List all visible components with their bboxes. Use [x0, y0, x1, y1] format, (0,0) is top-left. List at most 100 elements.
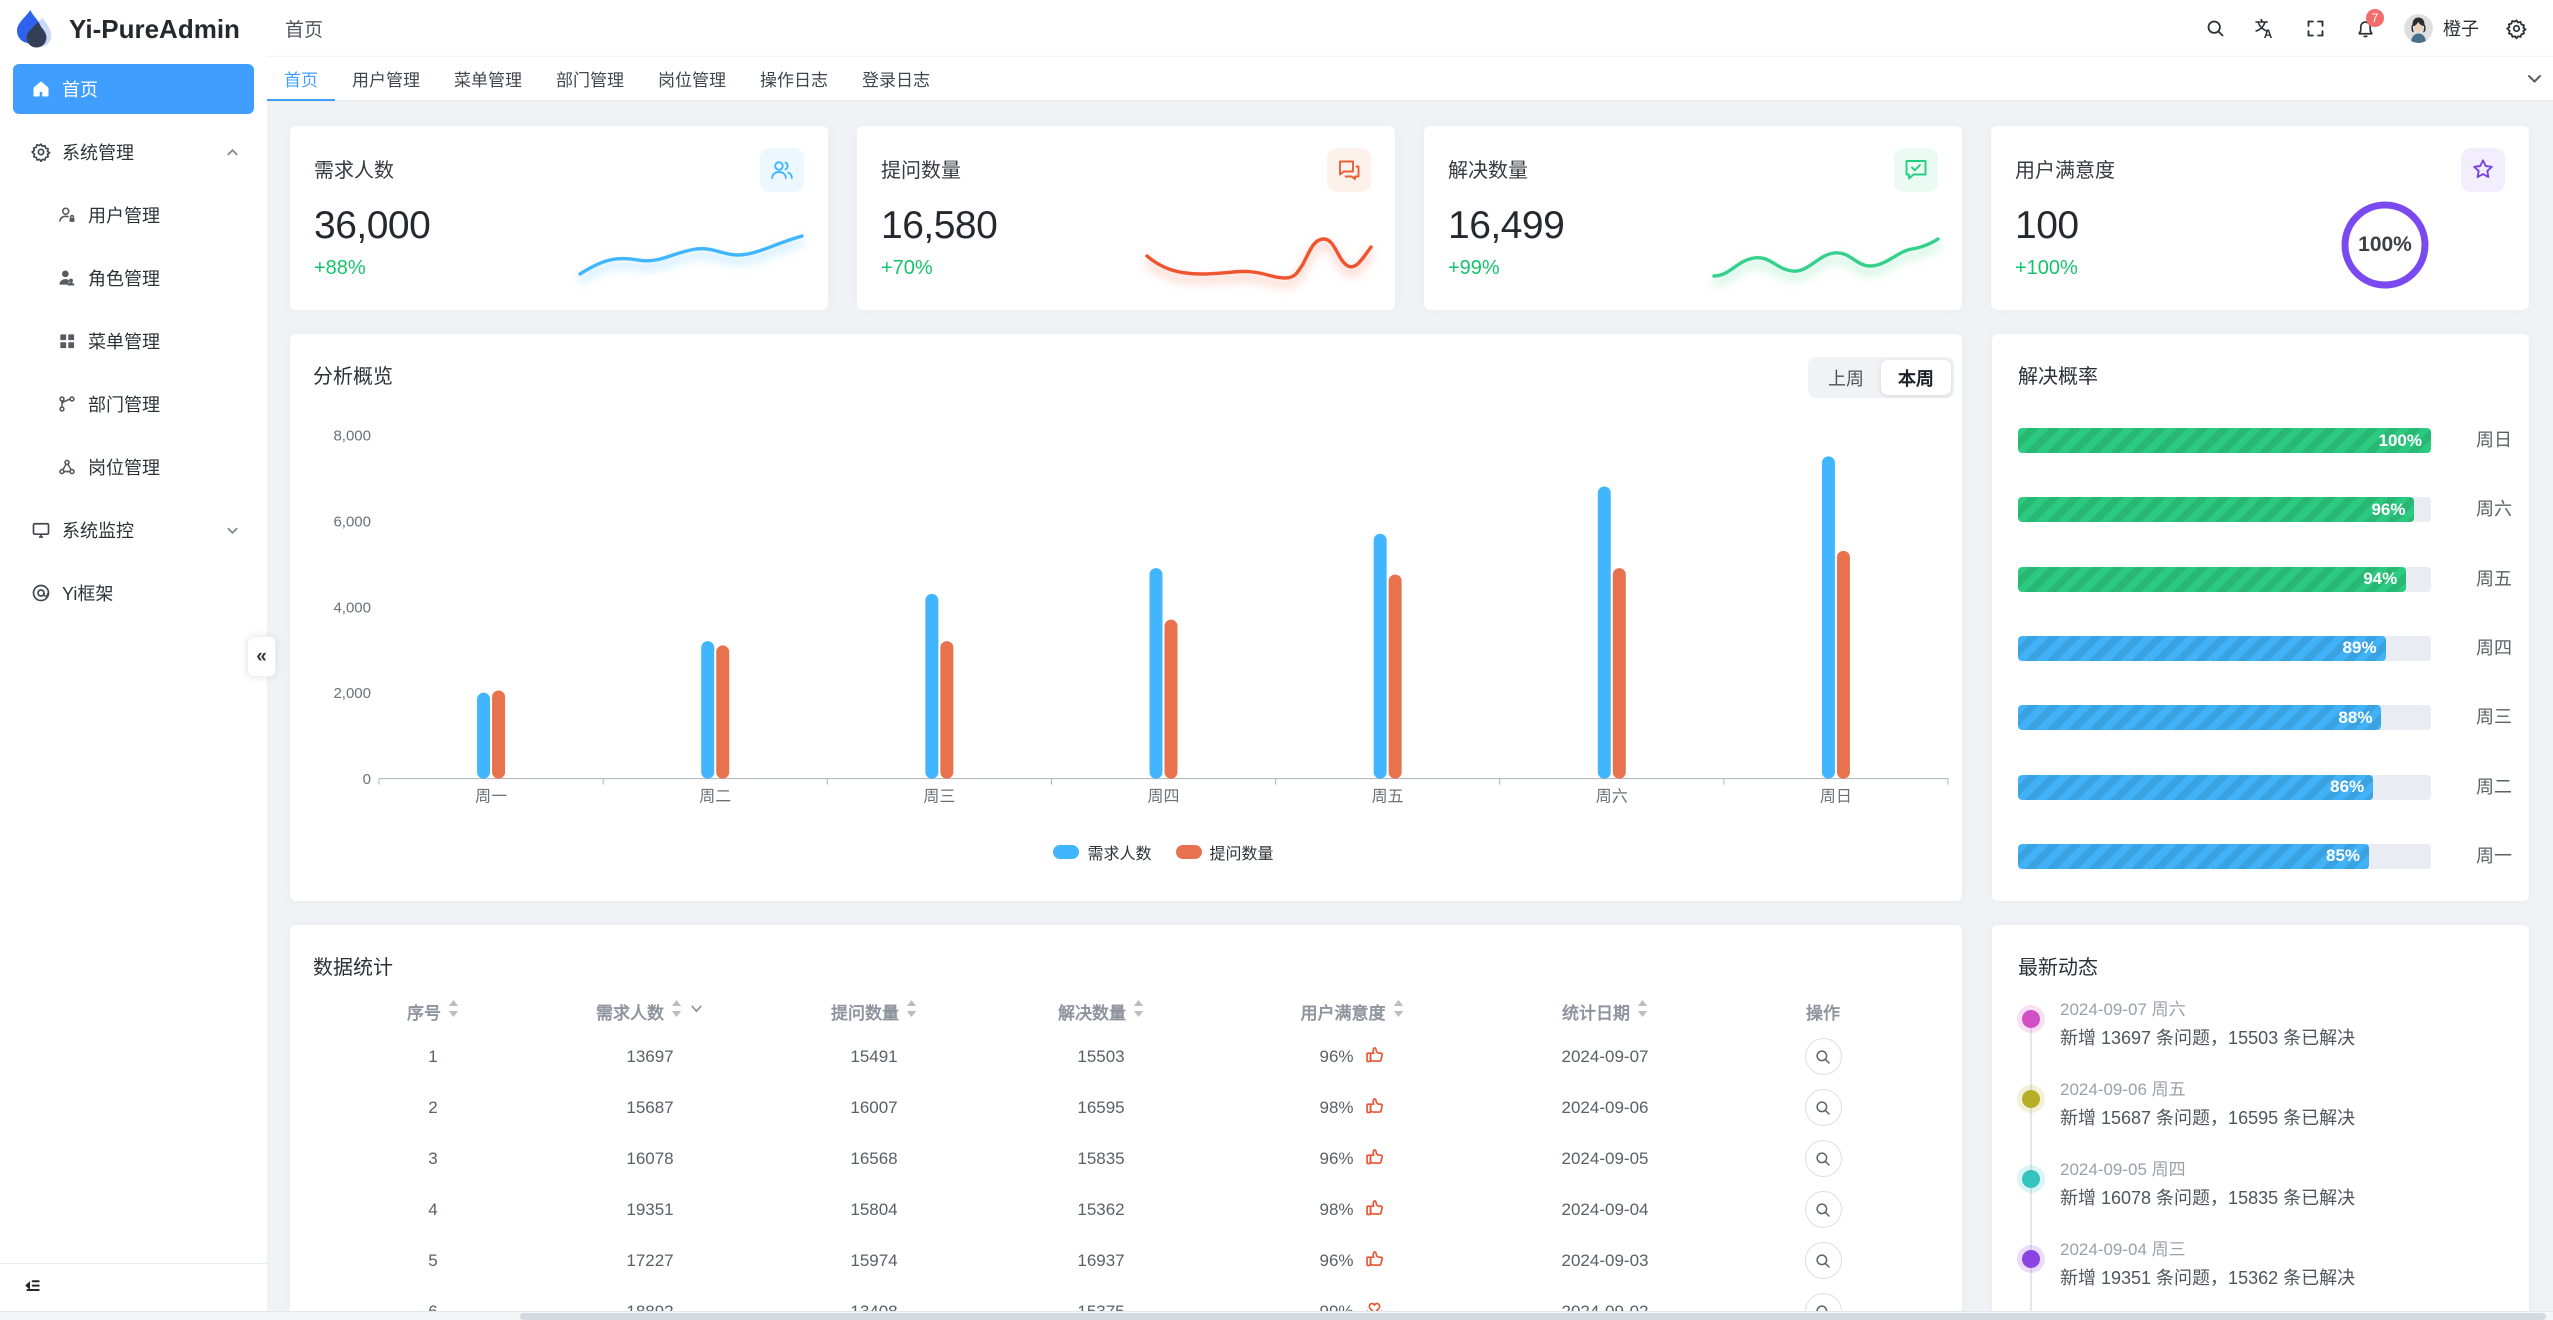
toggle-last-week[interactable]: 上周 — [1828, 368, 1864, 389]
timeline-title: 最新动态 — [2018, 957, 2098, 979]
svg-text:周六: 周六 — [1596, 788, 1628, 806]
sort-carets-icon[interactable] — [906, 1000, 917, 1022]
sort-carets-icon[interactable] — [1133, 1000, 1144, 1022]
at-icon — [31, 583, 51, 603]
cell-index: 2 — [428, 1097, 438, 1117]
legend-item[interactable]: 需求人数 — [1053, 840, 1152, 864]
role-icon — [57, 268, 77, 288]
progress-track: 94% — [2018, 566, 2431, 592]
table-header-序号[interactable]: 序号 — [290, 991, 576, 1031]
stat-card-delta: +99% — [1448, 257, 1500, 279]
filter-chevron-icon[interactable] — [689, 1001, 704, 1021]
chart-title: 分析概览 — [313, 366, 393, 388]
breadcrumb[interactable]: 首页 — [285, 19, 324, 41]
tab-菜单管理[interactable]: 菜单管理 — [454, 71, 522, 90]
view-row-button[interactable] — [1804, 1038, 1842, 1075]
tab-登录日志[interactable]: 登录日志 — [862, 71, 930, 90]
sidebar-item-home[interactable]: 首页 — [13, 64, 254, 114]
progress-fill: 85% — [2018, 843, 2370, 869]
toggle-this-week[interactable]: 本周 — [1881, 360, 1951, 395]
search-icon[interactable] — [2190, 5, 2240, 51]
view-row-button[interactable] — [1804, 1242, 1842, 1279]
timeline-date: 2024-09-04 周三 — [2060, 1240, 2186, 1259]
sidebar-item-label: 菜单管理 — [88, 332, 160, 352]
progress-track: 88% — [2018, 705, 2431, 731]
view-row-button[interactable] — [1804, 1089, 1842, 1126]
sparkline-orange — [1145, 237, 1373, 280]
cell-date: 2024-09-05 — [1561, 1148, 1649, 1168]
sidebar-item-system-monitor[interactable]: 系统监控 — [13, 505, 254, 555]
cell-action — [1684, 1031, 1962, 1082]
sidebar-item-system-manage[interactable]: 系统管理 — [13, 127, 254, 177]
progress-fill: 88% — [2018, 705, 2382, 731]
table-header-提问数量[interactable]: 提问数量 — [724, 991, 1024, 1031]
timeline-dot — [2017, 1165, 2045, 1193]
table-header-统计日期[interactable]: 统计日期 — [1526, 991, 1684, 1031]
sidebar-item-user-manage[interactable]: 用户管理 — [13, 190, 254, 240]
table-row: 4 19351 15804 15362 98% 2024-09-04 — [290, 1184, 1962, 1235]
tab-岗位管理[interactable]: 岗位管理 — [658, 71, 726, 90]
sort-carets-icon[interactable] — [1637, 1000, 1648, 1022]
fold-sidebar-icon[interactable] — [23, 1275, 44, 1301]
notification-bell-icon[interactable]: 7 — [2340, 5, 2390, 51]
cell-solved: 16595 — [1077, 1097, 1125, 1117]
progress-percent-label: 89% — [2342, 638, 2377, 658]
stat-card-title: 解决数量 — [1448, 160, 1528, 182]
scrollbar-thumb[interactable] — [520, 1313, 2546, 1320]
view-row-button[interactable] — [1804, 1191, 1842, 1228]
legend-swatch — [1053, 845, 1080, 859]
table-header-解决数量[interactable]: 解决数量 — [1024, 991, 1178, 1031]
chat-icon — [1327, 148, 1371, 192]
cell-index: 4 — [428, 1199, 438, 1219]
progress-day-label: 周六 — [2476, 499, 2512, 520]
svg-text:周日: 周日 — [1820, 789, 1852, 806]
data-stats-card: 数据统计 序号 需求人数 提问数量 解决数量 用户满意度 统计日期 操作 1 13697 154… — [290, 925, 1962, 1320]
latest-activity-card: 最新动态 2024-09-07 周六 新增 13697 条问题，15503 条已解… — [1992, 925, 2529, 1320]
sidebar-item-yi-framework[interactable]: Yi框架 — [13, 568, 254, 618]
sidebar-item-dept-manage[interactable]: 部门管理 — [13, 379, 254, 429]
table-row: 1 13697 15491 15503 96% 2024-09-07 — [290, 1031, 1962, 1082]
table-header-用户满意度[interactable]: 用户满意度 — [1178, 991, 1526, 1031]
thumbs-up-icon — [1364, 1248, 1385, 1274]
thumbs-up-icon — [1364, 1197, 1385, 1223]
tab-操作日志[interactable]: 操作日志 — [760, 71, 828, 90]
fullscreen-icon[interactable] — [2290, 5, 2340, 51]
cell-action — [1684, 1235, 1962, 1286]
settings-gear-icon[interactable] — [2491, 5, 2541, 51]
sidebar-item-post-manage[interactable]: 岗位管理 — [13, 442, 254, 492]
sidebar-item-label: Yi框架 — [62, 584, 114, 604]
legend-item[interactable]: 提问数量 — [1175, 840, 1274, 864]
legend-swatch — [1175, 845, 1202, 859]
app-logo[interactable]: Yi-PureAdmin — [0, 0, 267, 58]
svg-text:6,000: 6,000 — [333, 513, 371, 530]
cell-satisfaction: 96% — [1178, 1133, 1526, 1184]
cell-action — [1684, 1082, 1962, 1133]
tab-首页[interactable]: 首页 — [267, 57, 335, 101]
horizontal-scrollbar[interactable] — [0, 1311, 2553, 1320]
sort-carets-icon[interactable] — [671, 1000, 682, 1022]
sort-carets-icon[interactable] — [448, 1000, 459, 1022]
svg-text:4,000: 4,000 — [333, 599, 371, 616]
progress-day-label: 周二 — [2476, 776, 2512, 797]
svg-text:周五: 周五 — [1372, 789, 1404, 806]
sidebar-item-label: 角色管理 — [88, 269, 160, 289]
cell-demand: 16078 — [626, 1148, 674, 1168]
tab-部门管理[interactable]: 部门管理 — [556, 71, 624, 90]
user-menu[interactable]: 橙子 — [2390, 13, 2491, 43]
user-lock-icon — [57, 205, 77, 225]
star-icon — [2461, 148, 2505, 192]
table-header-需求人数[interactable]: 需求人数 — [576, 991, 724, 1031]
sidebar-item-menu-manage[interactable]: 菜单管理 — [13, 316, 254, 366]
cell-satisfaction: 98% — [1178, 1082, 1526, 1133]
tabs-dropdown-icon[interactable] — [2526, 57, 2543, 100]
progress-day-label: 周四 — [2476, 637, 2512, 658]
view-row-button[interactable] — [1804, 1140, 1842, 1177]
tab-用户管理[interactable]: 用户管理 — [352, 71, 420, 90]
cell-date: 2024-09-04 — [1561, 1199, 1649, 1219]
sidebar-collapse-button[interactable]: « — [247, 636, 276, 677]
sidebar-item-role-manage[interactable]: 角色管理 — [13, 253, 254, 303]
sort-carets-icon[interactable] — [1393, 1000, 1404, 1022]
sidebar-item-label: 用户管理 — [88, 206, 160, 226]
